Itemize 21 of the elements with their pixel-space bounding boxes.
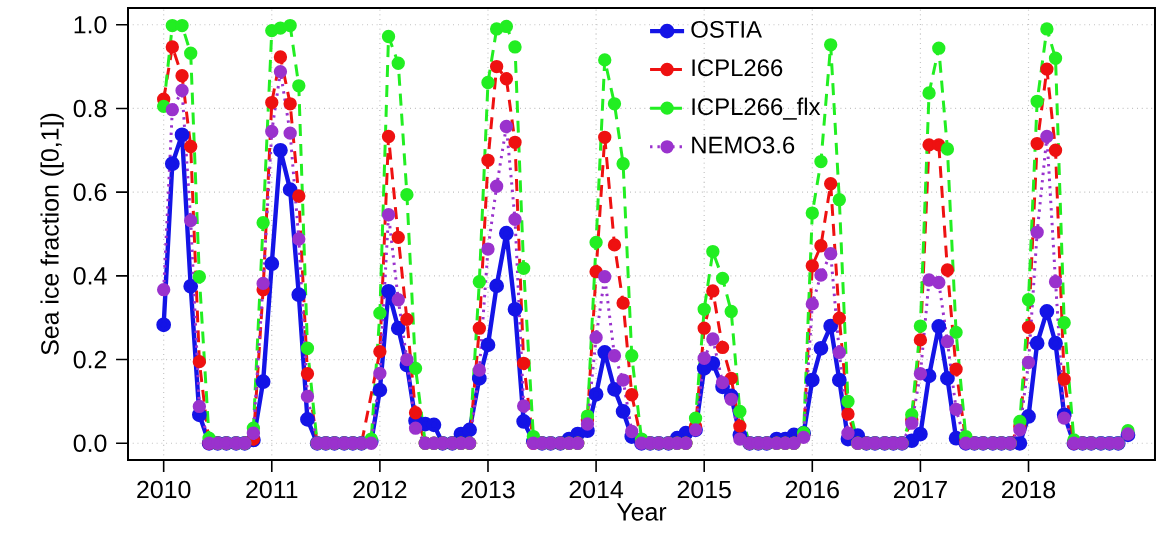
legend-label: ICPL266: [692, 59, 783, 77]
x-tick-label: 2012: [353, 480, 407, 499]
legend-label: NEMO3.6: [692, 136, 795, 154]
y-tick-label: 0.2: [73, 350, 107, 369]
x-tick-label: 2018: [1002, 480, 1056, 499]
x-tick-label: 2017: [893, 480, 947, 499]
y-tick-label: 1.0: [74, 15, 107, 34]
x-tick-label: 2011: [246, 480, 298, 499]
x-tick-label: 2013: [461, 480, 515, 499]
x-tick-label: 2015: [677, 480, 731, 499]
y-tick-label: 0.4: [73, 267, 107, 285]
legend-label: OSTIA: [691, 20, 762, 38]
x-axis-title: Year: [616, 503, 667, 521]
y-tick-label: 0.8: [73, 99, 107, 118]
y-tick-label: 0.6: [73, 183, 107, 201]
x-tick-label: 2014: [569, 480, 624, 499]
legend-label: ICPL266_flx: [692, 97, 821, 120]
x-tick-label: 2010: [137, 480, 191, 499]
x-tick-label: 2016: [785, 480, 839, 499]
y-tick-label: 0.0: [73, 434, 107, 453]
y-axis-title: Sea ice fraction ([0,1]): [40, 113, 64, 355]
